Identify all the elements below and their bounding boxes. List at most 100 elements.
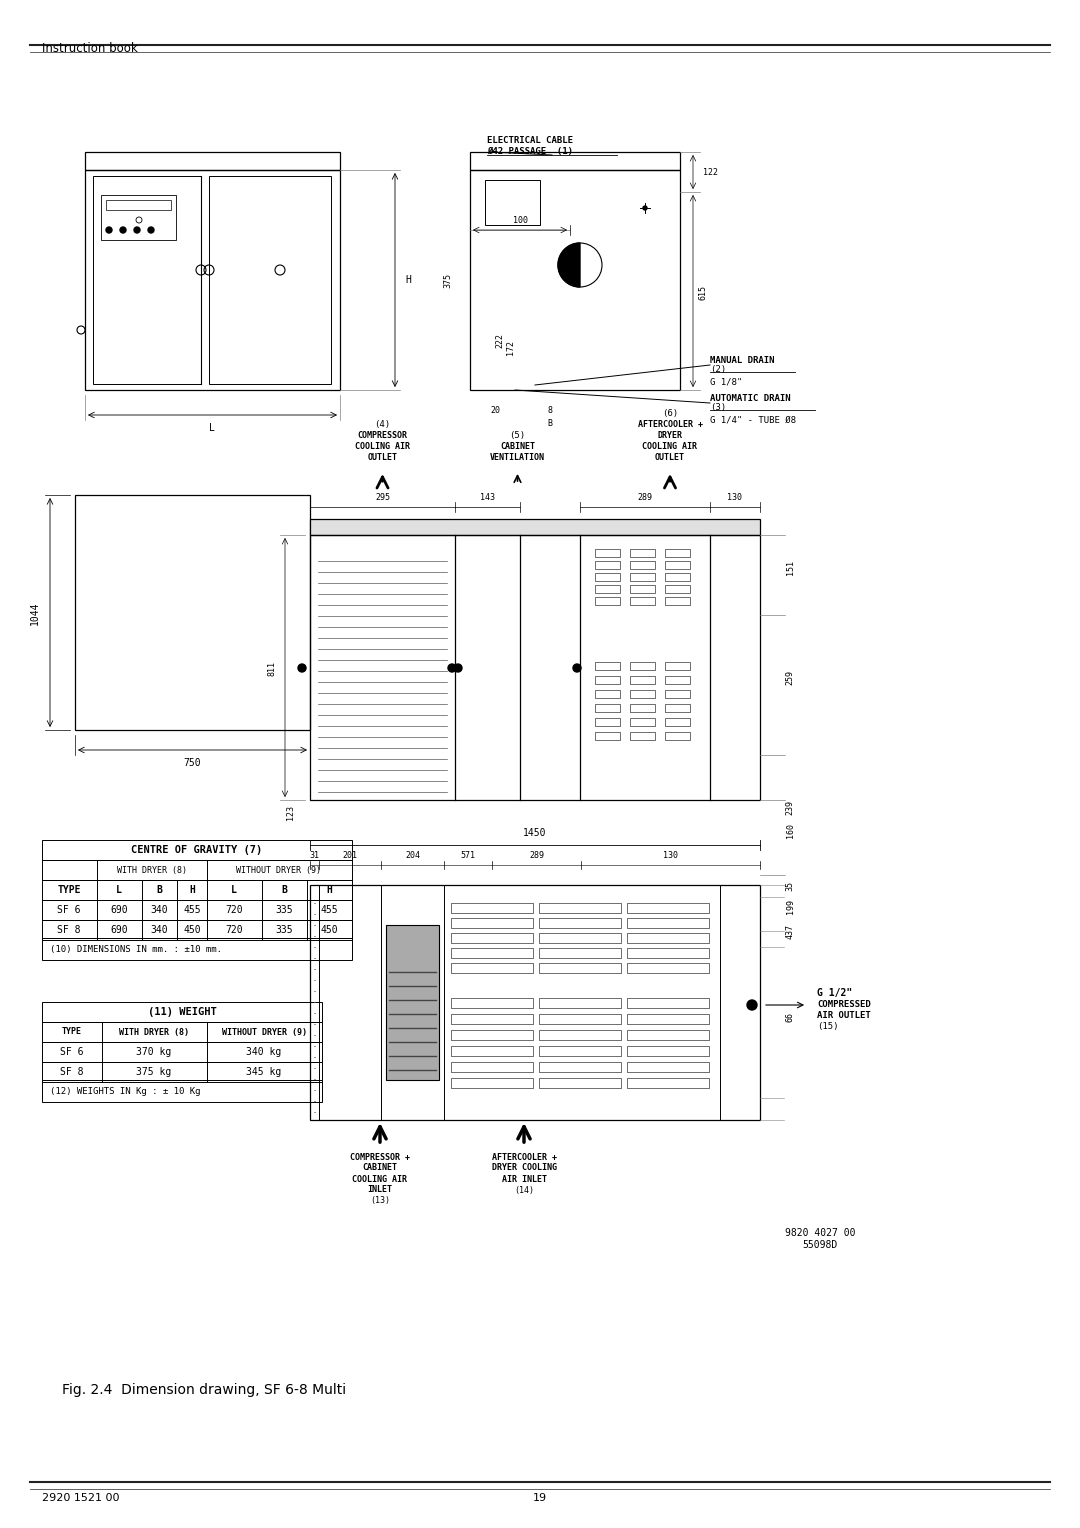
Text: WITHOUT DRYER (9): WITHOUT DRYER (9) (237, 865, 322, 874)
Bar (627, 918, 708, 927)
Text: 571: 571 (460, 851, 475, 859)
Text: 100: 100 (513, 215, 527, 225)
Text: TYPE: TYPE (57, 885, 81, 895)
Text: SF 6: SF 6 (60, 1047, 84, 1057)
Text: 720: 720 (226, 924, 243, 935)
Text: H: H (189, 885, 194, 895)
Text: (15): (15) (816, 1022, 838, 1031)
Text: COMPRESSOR +: COMPRESSOR + (350, 1152, 410, 1161)
Text: WITHOUT DRYER (9): WITHOUT DRYER (9) (221, 1027, 307, 1036)
Bar (627, 1015, 708, 1024)
Bar (539, 1062, 621, 1073)
Bar (630, 662, 654, 669)
Text: L: L (116, 885, 122, 895)
Bar (539, 1030, 621, 1041)
Bar (665, 549, 690, 558)
Bar (595, 704, 620, 712)
Text: 750: 750 (184, 758, 201, 769)
Bar (595, 573, 620, 581)
Bar (42, 1042, 322, 1062)
Circle shape (448, 665, 456, 672)
Bar (539, 947, 621, 958)
Bar (630, 585, 654, 593)
Circle shape (643, 206, 647, 209)
Text: AFTERCOOLER +: AFTERCOOLER + (491, 1152, 556, 1161)
Text: G 1/2": G 1/2" (816, 989, 852, 998)
Bar (451, 903, 534, 914)
Bar (102, 196, 176, 240)
Bar (451, 1077, 534, 1088)
Bar (665, 704, 690, 712)
Text: B: B (157, 885, 162, 895)
Bar (665, 718, 690, 726)
Bar (42, 1062, 322, 1082)
Bar (539, 1047, 621, 1056)
Bar (451, 1062, 534, 1073)
Text: (6): (6) (662, 408, 678, 417)
Text: 122: 122 (703, 168, 718, 177)
Text: 31: 31 (310, 851, 320, 859)
Text: INLET: INLET (367, 1186, 392, 1195)
Text: SF 8: SF 8 (57, 924, 81, 935)
Circle shape (558, 243, 602, 287)
Text: L: L (231, 885, 237, 895)
Bar (627, 947, 708, 958)
Bar (451, 1047, 534, 1056)
Text: 370 kg: 370 kg (136, 1047, 172, 1057)
Circle shape (148, 228, 154, 232)
Bar (42, 880, 352, 900)
Bar (42, 840, 352, 860)
Text: ELECTRICAL CABLE: ELECTRICAL CABLE (487, 136, 573, 145)
Bar (627, 998, 708, 1008)
Text: CENTRE OF GRAVITY (7): CENTRE OF GRAVITY (7) (132, 845, 262, 856)
Text: G 1/4" - TUBE Ø8: G 1/4" - TUBE Ø8 (710, 416, 796, 425)
Text: 9820 4027 00: 9820 4027 00 (785, 1229, 855, 1238)
Text: G 1/8": G 1/8" (710, 377, 742, 387)
Bar (595, 585, 620, 593)
Text: AIR INLET: AIR INLET (501, 1175, 546, 1184)
Bar (210, 176, 330, 384)
Text: 720: 720 (226, 905, 243, 915)
Text: OUTLET: OUTLET (654, 452, 685, 461)
Bar (630, 597, 654, 605)
Text: L: L (210, 423, 215, 432)
Text: 690: 690 (110, 924, 127, 935)
Text: TYPE: TYPE (62, 1027, 82, 1036)
Bar (595, 675, 620, 685)
Text: DRYER: DRYER (658, 431, 683, 440)
Text: COMPRESSED: COMPRESSED (816, 999, 870, 1008)
Text: 2920 1521 00: 2920 1521 00 (42, 1493, 120, 1504)
Text: Fig. 2.4  Dimension drawing, SF 6-8 Multi: Fig. 2.4 Dimension drawing, SF 6-8 Multi (62, 1383, 346, 1397)
Bar (539, 998, 621, 1008)
Text: 340: 340 (150, 924, 167, 935)
Text: (12) WEIGHTS IN Kg : ± 10 Kg: (12) WEIGHTS IN Kg : ± 10 Kg (50, 1086, 201, 1096)
Bar (630, 561, 654, 568)
Bar (665, 732, 690, 740)
Text: Ø42 PASSAGE  (1): Ø42 PASSAGE (1) (487, 147, 573, 156)
Polygon shape (558, 243, 580, 287)
Bar (665, 573, 690, 581)
Bar (665, 597, 690, 605)
Circle shape (747, 999, 757, 1010)
Text: 375: 375 (444, 272, 453, 287)
Text: 289: 289 (529, 851, 544, 859)
Text: 375 kg: 375 kg (136, 1067, 172, 1077)
Bar (627, 1062, 708, 1073)
Bar (665, 662, 690, 669)
Bar (539, 903, 621, 914)
Text: 130: 130 (728, 492, 743, 501)
Bar (42, 920, 352, 940)
Text: SF 6: SF 6 (57, 905, 81, 915)
Text: (2): (2) (710, 365, 726, 373)
Text: 35: 35 (785, 882, 795, 891)
Bar (42, 1080, 322, 1102)
Text: COOLING AIR: COOLING AIR (643, 442, 698, 451)
Text: CABINET: CABINET (363, 1163, 397, 1172)
Text: COOLING AIR: COOLING AIR (355, 442, 410, 451)
Text: AUTOMATIC DRAIN: AUTOMATIC DRAIN (710, 394, 791, 402)
Text: CABINET: CABINET (500, 442, 535, 451)
Text: WITH DRYER (8): WITH DRYER (8) (117, 865, 187, 874)
Text: 690: 690 (110, 905, 127, 915)
Bar (539, 918, 621, 927)
Bar (630, 573, 654, 581)
